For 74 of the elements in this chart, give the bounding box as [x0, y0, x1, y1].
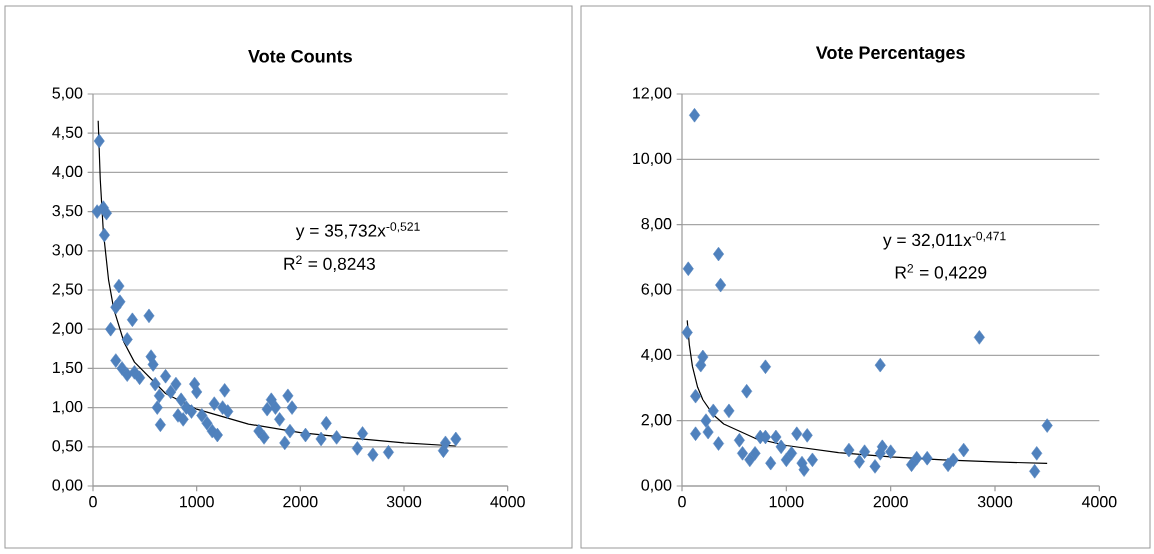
- point: [869, 459, 881, 474]
- y-tick-label: 4,00: [641, 348, 672, 362]
- y-tick-label: 4,00: [52, 165, 83, 180]
- point: [859, 444, 871, 459]
- point: [737, 446, 748, 461]
- y-tick-label: 10,00: [633, 152, 672, 166]
- point: [921, 451, 933, 466]
- point: [791, 426, 803, 441]
- point: [741, 384, 753, 399]
- y-tick-label: 12,00: [633, 87, 672, 101]
- point: [690, 426, 702, 441]
- point: [801, 428, 813, 443]
- annotation: R$^{2}$ = 0,4229: [895, 264, 987, 281]
- y-tick-label: 8,00: [641, 218, 672, 232]
- x-tick-label: 0: [89, 496, 97, 508]
- point: [713, 436, 724, 451]
- x-tick-label: 2000: [873, 496, 908, 508]
- point: [682, 261, 694, 276]
- point: [1029, 464, 1041, 479]
- point: [744, 452, 756, 468]
- y-tick-label: 4,50: [52, 126, 83, 140]
- y-tick-label: 3,00: [52, 244, 83, 258]
- y-tick-label: 2,00: [52, 322, 83, 336]
- point: [786, 446, 798, 461]
- x-tick-label: 1000: [180, 496, 214, 508]
- point: [695, 357, 707, 373]
- x-tick-label: 4000: [490, 496, 525, 508]
- annotation: R$^{2}$ = 0,8243: [284, 255, 375, 272]
- point: [853, 454, 865, 469]
- y-tick-label: 0,50: [52, 440, 83, 454]
- x-tick-label: 2000: [283, 496, 318, 508]
- point: [689, 108, 700, 123]
- point: [1031, 446, 1043, 461]
- y-tick-label: 1,00: [53, 400, 83, 415]
- annotation: y = 35,732x$^{-0,521}$: [295, 222, 420, 241]
- point: [723, 403, 735, 419]
- point: [681, 325, 693, 340]
- y-tick-label: 5,00: [52, 87, 83, 101]
- point: [690, 388, 702, 404]
- chart-title: Vote Percentages: [815, 46, 965, 63]
- y-tick-label: 0,00: [52, 479, 83, 493]
- y-tick-label: 2,00: [641, 414, 672, 428]
- x-tick-label: 0: [678, 496, 686, 508]
- y-tick-label: 0,00: [641, 479, 672, 493]
- point: [775, 439, 787, 454]
- y-tick-label: 3,50: [52, 204, 83, 219]
- x-tick-label: 3000: [977, 496, 1013, 508]
- point: [947, 452, 959, 468]
- point: [806, 452, 818, 468]
- point: [702, 424, 714, 440]
- point: [973, 330, 985, 345]
- point: [765, 455, 777, 471]
- point: [885, 444, 897, 459]
- annotation: y = 32,011x$^{-0,471}$: [883, 231, 1006, 250]
- point: [1041, 418, 1053, 433]
- point: [715, 277, 727, 293]
- x-tick-label: 1000: [769, 496, 804, 508]
- point: [733, 433, 745, 448]
- chart-title: Vote Counts: [248, 49, 352, 63]
- point: [911, 451, 923, 466]
- x-tick-label: 3000: [386, 496, 422, 508]
- point: [876, 439, 888, 454]
- point: [700, 413, 712, 428]
- point: [958, 442, 970, 458]
- point: [749, 446, 761, 461]
- y-tick-label: 1,50: [53, 361, 83, 376]
- point: [760, 359, 771, 374]
- y-tick-label: 2,50: [52, 283, 83, 297]
- point: [874, 357, 886, 373]
- x-tick-label: 4000: [1081, 496, 1117, 508]
- y-tick-label: 6,00: [641, 283, 672, 297]
- point: [707, 403, 719, 419]
- point: [843, 442, 855, 458]
- point: [770, 429, 782, 445]
